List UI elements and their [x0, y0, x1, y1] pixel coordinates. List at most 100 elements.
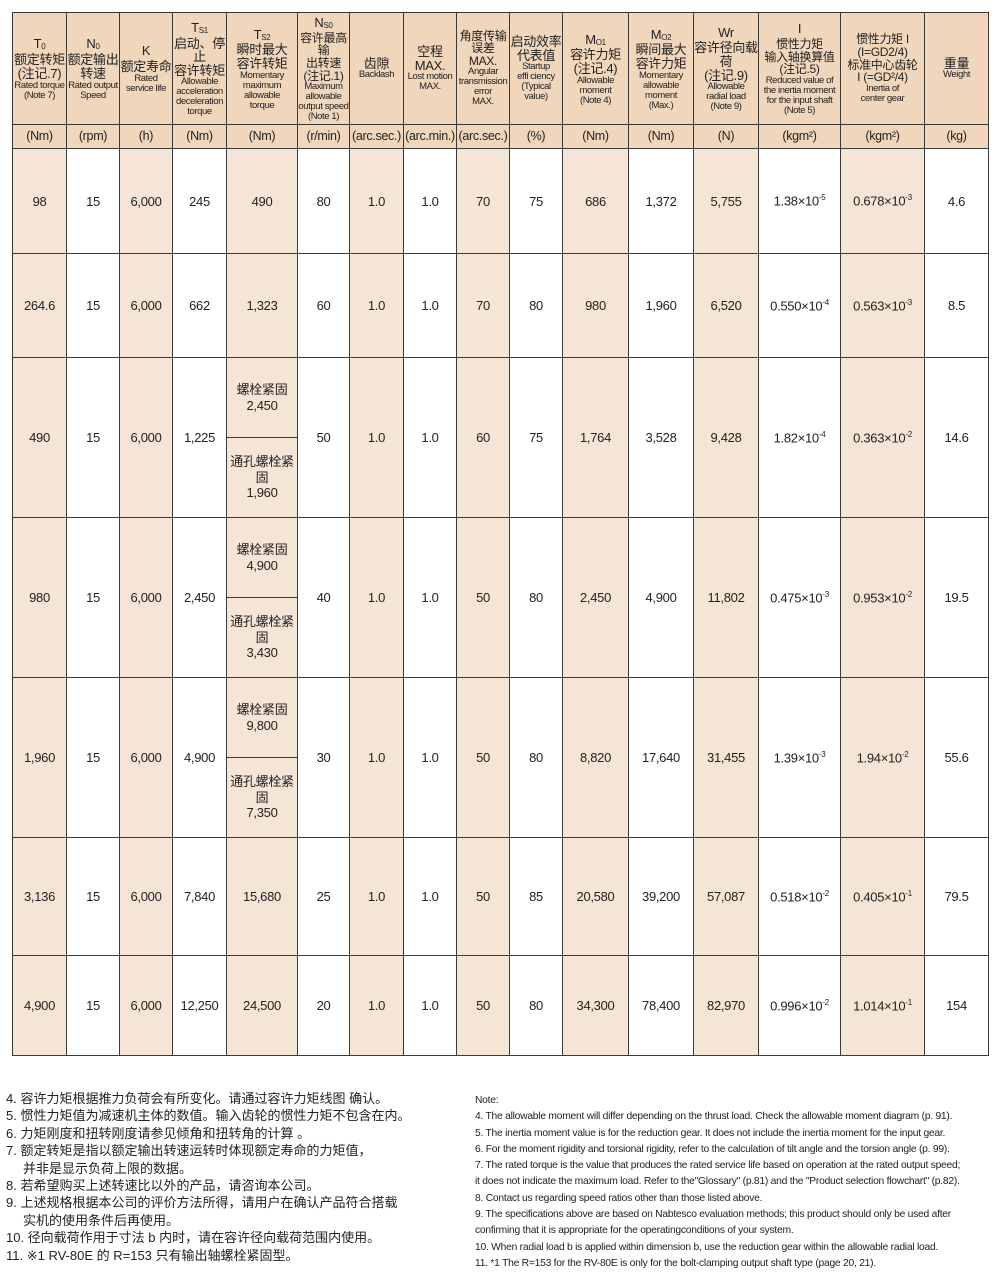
header-label-zh: 重量 [943, 55, 970, 71]
inertia-exponent: -2 [905, 589, 912, 599]
inertia-exponent: -2 [905, 429, 912, 439]
unit-label: (N) [693, 124, 759, 149]
torque-split-cell: 螺栓紧固 9,800 通孔螺栓紧固 7,350 [227, 678, 297, 837]
header-label-en: (Note 5) [783, 104, 816, 116]
torque-value: 1,960 [246, 485, 278, 501]
note-line-en: 11. *1 The R=153 for the RV-80E is only … [475, 1257, 876, 1269]
torque-variant: 通孔螺栓紧固 1,960 [227, 438, 297, 517]
header-label-en: Momentary [240, 69, 284, 81]
torque-value: 3,430 [246, 645, 278, 661]
header-label-en: Rated [134, 72, 158, 84]
header-label-en: radial load [706, 91, 746, 103]
header-label-en: allowable [305, 91, 342, 103]
torque-split-cell: 螺栓紧固 2,450 通孔螺栓紧固 1,960 [227, 358, 297, 517]
header-label-zh: (注记.7) [17, 65, 62, 81]
unit-row: (Nm) (rpm) (h) (Nm) (Nm) (r/min) (arc.sec.) (ar… [12, 124, 989, 149]
inertia-cell: 0.678×10-3 [840, 148, 925, 254]
table-cell: 7,840 [172, 837, 227, 956]
inertia-cell: 1.39×10-3 [758, 677, 841, 838]
clamping-type-label: 通孔螺栓紧固 [230, 454, 294, 485]
header-row: T0 额定转矩 (注记.7) Rated torque (Note 7) N0 额定输出 转速… [12, 12, 989, 125]
header-label-en: Maximum [304, 81, 343, 93]
unit-label: (Nm) [226, 124, 298, 149]
header-label-zh: 容许力矩 [570, 47, 621, 63]
header-label-zh: 出转速 [305, 55, 342, 70]
header-label-zh: 额定输出 [67, 52, 119, 68]
inertia-cell: 0.518×10-2 [758, 837, 841, 956]
column-header: 启动效率 代表值 Startup effi ciency (Typical value) [509, 12, 563, 125]
column-header: 角度传输 误差 MAX. Angular transmission error MAX. [456, 12, 510, 125]
table-cell: 2,450 [172, 517, 227, 678]
weight-cell: 14.6 [924, 357, 989, 518]
inertia-cell: 0.996×10-2 [758, 955, 841, 1056]
table-cell: 80 [509, 955, 563, 1056]
note-line-zh: 6. 力矩刚度和扭转刚度请参见倾角和扭转角的计算 。 [6, 1125, 311, 1141]
table-cell: 70 [456, 148, 510, 254]
table-cell: 980 [12, 517, 67, 678]
header-label-en: Angular [468, 66, 498, 78]
table-cell: 15 [66, 837, 120, 956]
inertia-cell: 0.563×10-3 [840, 253, 925, 358]
inertia-exponent: -3 [905, 297, 912, 307]
note-line-en: 5. The inertia moment value is for the r… [475, 1127, 946, 1139]
header-label-en: Allowable [576, 74, 615, 86]
header-label-zh: 容许转矩 [174, 62, 225, 78]
table-cell: 6,000 [119, 517, 173, 678]
unit-label: (arc.sec.) [456, 124, 510, 149]
note-line-zh: 8. 若希望购买上述转速比以外的产品，请咨询本公司。 [6, 1178, 320, 1194]
unit-label: (r/min) [297, 124, 350, 149]
torque-variant: 螺栓紧固 4,900 [227, 518, 297, 598]
table-row: 4,900 15 6,000 12,250 24,500 20 1.0 1.0 50 80 34,3… [12, 955, 989, 1056]
table-cell: 20 [297, 955, 350, 1056]
table-cell: 9,428 [693, 357, 759, 518]
header-label-en: MAX. [472, 96, 494, 108]
table-cell: 1.0 [403, 517, 457, 678]
column-header: I 惯性力矩 输入轴换算值 (注记.5) Reduced value of the ine… [758, 12, 841, 125]
header-label-en: (Note 1) [307, 111, 340, 123]
table-cell: 4,900 [172, 677, 227, 838]
torque-variant: 螺栓紧固 2,450 [227, 358, 297, 438]
column-header: MO1 容许力矩 (注记.4) Allowable moment (Note 4) [562, 12, 629, 125]
header-label-zh: (注记.4) [573, 60, 618, 76]
column-header: 空程 MAX. Lost motion MAX. [403, 12, 457, 125]
symbol-letter: K [141, 43, 151, 59]
header-label-zh: 容许最高输 [300, 30, 347, 58]
column-header: TS1 启动、停止 容许转矩 Allowable acceleration deceler… [172, 12, 227, 125]
column-symbol: K [141, 43, 151, 59]
inertia-mantissa: 1.38×10 [773, 193, 820, 209]
column-symbol: NS0 [314, 15, 333, 30]
weight-cell: 8.5 [924, 253, 989, 358]
table-cell: 4,900 [12, 955, 67, 1056]
inertia-cell: 0.363×10-2 [840, 357, 925, 518]
table-cell: 50 [456, 955, 510, 1056]
symbol-subscript: O2 [661, 32, 672, 42]
inertia-mantissa: 1.39×10 [773, 750, 820, 766]
column-header: N0 额定输出 转速 Rated output Speed [66, 12, 120, 125]
header-label-en: service life [125, 82, 167, 94]
symbol-subscript: S2 [261, 32, 271, 42]
unit-label: (Nm) [628, 124, 694, 149]
header-label-en: MAX. [419, 81, 441, 93]
header-label-zh: 瞬时最大 [236, 42, 288, 58]
column-symbol: Wr [718, 25, 734, 40]
torque-value: 9,800 [246, 717, 278, 733]
table-cell: 60 [297, 253, 350, 358]
symbol-subscript: S1 [198, 25, 208, 35]
table-cell: 1.0 [349, 253, 404, 358]
header-label-en: allowable [243, 89, 280, 101]
inertia-exponent: -3 [822, 589, 829, 599]
table-cell: 4,900 [628, 517, 694, 678]
note-line-en: 6. For the moment rigidity and torsional… [475, 1143, 950, 1155]
header-label-en: the inertia moment [763, 84, 836, 96]
inertia-cell: 0.475×10-3 [758, 517, 841, 678]
table-cell: 245 [172, 148, 227, 254]
header-label-zh: (注记.1) [303, 68, 344, 83]
table-cell: 30 [297, 677, 350, 838]
header-label-en: for the input shaft [766, 94, 833, 106]
unit-label: (rpm) [66, 124, 120, 149]
header-label-en: (Note 9) [710, 101, 742, 113]
table-row: 98 15 6,000 245 490 80 1.0 1.0 70 75 686 1,372 5,755… [12, 148, 989, 254]
table-cell: 15 [66, 357, 120, 518]
inertia-exponent: -4 [822, 297, 829, 307]
weight-cell: 4.6 [924, 148, 989, 254]
